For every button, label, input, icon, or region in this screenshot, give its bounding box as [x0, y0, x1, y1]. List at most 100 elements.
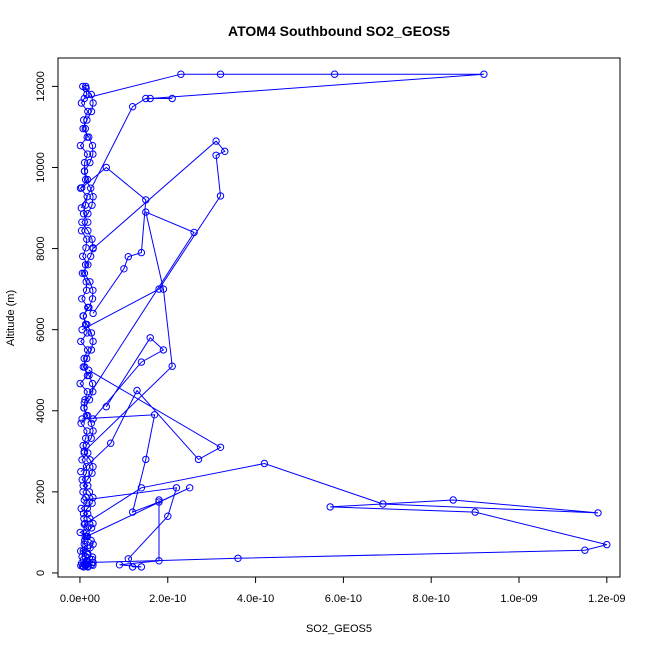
series-3-line [81, 140, 226, 331]
x-tick-label: 0.0e+00 [60, 593, 100, 605]
near-zero-profile-2-point [84, 449, 92, 457]
series-3-point [89, 244, 97, 253]
near-zero-profile-2-point [83, 133, 91, 141]
near-zero-profile-point [79, 124, 87, 133]
plot-area [76, 70, 611, 571]
chart-title: ATOM4 Southbound SO2_GEOS5 [228, 23, 450, 39]
series-5-point [168, 362, 176, 370]
y-axis-label: Altitude (m) [5, 290, 17, 346]
series-1-point [89, 558, 97, 567]
near-zero-profile-2-point [83, 371, 92, 380]
series-5-point [190, 228, 198, 237]
near-zero-profile-point [87, 434, 95, 442]
series-9-point [124, 253, 133, 261]
near-zero-profile-point [89, 540, 97, 548]
near-zero-profile-point [89, 337, 97, 346]
series-1-point [449, 496, 457, 504]
series-8-point [146, 334, 154, 342]
series-7-point [155, 496, 163, 504]
series-5-point [80, 447, 89, 455]
near-zero-profile-2-point [79, 252, 87, 260]
y-tick-label: 8000 [35, 236, 47, 260]
series-2-point [142, 94, 150, 103]
series-1-point [78, 553, 86, 561]
series-6-point [128, 508, 137, 516]
near-zero-profile-2-point [80, 514, 88, 523]
near-zero-profile-2-point [84, 218, 92, 226]
near-zero-profile-2-point [80, 354, 88, 363]
y-axis: 0 2000 4000 6000 8000 10000 12000 [35, 71, 59, 576]
near-zero-profile-2-point [78, 269, 87, 277]
series-6-point [186, 484, 194, 492]
series-1-point [603, 540, 611, 549]
series-4-point [85, 366, 93, 374]
near-zero-profile-2-point [84, 261, 92, 269]
series-7-point [172, 484, 181, 492]
near-zero-profile-point [89, 493, 97, 502]
series-6-point [78, 415, 86, 423]
x-axis-label: SO2_GEOS5 [306, 623, 372, 635]
near-zero-profile-point [87, 252, 95, 260]
near-zero-profile-point [88, 499, 96, 507]
series-7-point [124, 555, 133, 563]
near-zero-profile-2-point [78, 456, 86, 464]
near-zero-profile-2-point [84, 107, 92, 116]
near-zero-profile-point [78, 218, 86, 226]
series-2-point [216, 70, 225, 78]
near-zero-profile-2-point [82, 278, 90, 286]
x-tick-label: 1.2e-09 [588, 593, 625, 605]
series-3-point [216, 192, 225, 200]
y-tick-label: 12000 [35, 71, 47, 102]
near-zero-profile-2-point [82, 463, 91, 471]
series-9-point [102, 163, 111, 172]
near-zero-profile-2-point [82, 286, 91, 294]
near-zero-profile-2-point [81, 396, 89, 404]
series-9-point [137, 248, 146, 257]
near-zero-profile-2-point [77, 337, 85, 346]
y-tick-label: 0 [35, 570, 47, 576]
near-zero-profile-point [83, 354, 91, 363]
series-1-point [234, 554, 242, 562]
near-zero-profile-point [88, 141, 97, 150]
series-5-point [80, 398, 89, 407]
near-zero-profile-2-point [80, 167, 89, 175]
near-zero-profile-2-point [77, 227, 86, 235]
near-zero-profile-2-point [84, 482, 92, 490]
near-zero-profile-point [86, 158, 94, 167]
series-7-point [115, 561, 124, 569]
x-tick-label: 6.0e-10 [325, 593, 362, 605]
near-zero-profile-point [87, 184, 95, 192]
series-1-point [260, 459, 269, 468]
series-3-point [78, 326, 86, 334]
near-zero-profile-2-point [81, 124, 90, 133]
series-7-point [128, 563, 137, 571]
plot-frame [57, 57, 621, 578]
near-zero-profile-2-point [80, 540, 89, 548]
near-zero-profile-2-point [83, 193, 91, 201]
series-8-point [159, 346, 168, 354]
near-zero-profile-2-point [80, 116, 88, 124]
near-zero-profile-point [89, 388, 97, 396]
near-zero-profile-2-point [83, 150, 92, 158]
series-2-point [77, 204, 86, 212]
y-tick-label: 10000 [35, 152, 47, 183]
near-zero-profile-point [87, 90, 96, 99]
series-2-point [128, 103, 137, 111]
series-1-point [80, 561, 89, 569]
y-tick-label: 6000 [35, 317, 47, 341]
y-tick-label: 4000 [35, 399, 47, 423]
series-4-line [80, 369, 222, 472]
x-tick-label: 4.0e-10 [237, 593, 274, 605]
series-6-point [82, 532, 91, 541]
near-zero-profile-2-point [77, 504, 85, 513]
series-5-point [159, 285, 168, 293]
near-zero-profile-point [87, 329, 96, 337]
series-5-point [142, 208, 150, 216]
near-zero-profile-2-point [83, 388, 92, 396]
near-zero-profile-point [84, 210, 92, 218]
series-6-point [150, 411, 159, 419]
near-zero-profile-2-point [76, 379, 84, 388]
near-zero-profile-2-point [78, 295, 86, 303]
series-6-line [82, 414, 190, 537]
